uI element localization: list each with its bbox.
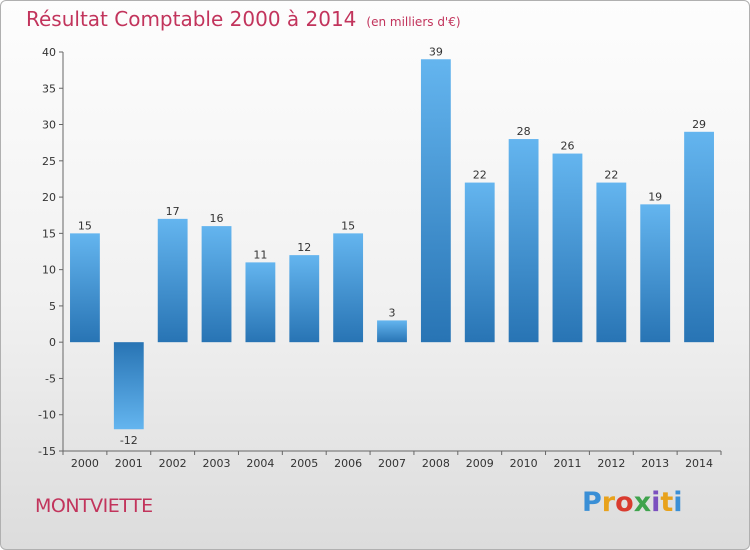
logo-letter: t: [660, 487, 674, 518]
y-tick-label: 15: [42, 227, 56, 240]
chart-title-text: Résultat Comptable 2000 à 2014: [26, 7, 357, 31]
town-name: MONTVIETTE: [35, 495, 153, 517]
bar: [420, 59, 451, 343]
logo-letter: i: [673, 487, 683, 518]
x-tick-label: 2004: [246, 457, 274, 470]
x-tick-label: 2013: [641, 457, 669, 470]
bar: [245, 262, 276, 343]
bar-value-label: 19: [648, 190, 662, 203]
y-tick-label: -10: [38, 409, 56, 422]
bar-value-label: 22: [473, 169, 487, 182]
bar: [333, 233, 364, 343]
bar: [113, 342, 144, 430]
bar: [157, 218, 188, 343]
bar-value-label: 16: [210, 212, 224, 225]
bar: [684, 131, 714, 343]
x-tick-label: 2005: [290, 457, 318, 470]
bar: [289, 255, 320, 343]
x-tick-label: 2009: [466, 457, 494, 470]
y-tick-label: 25: [42, 155, 56, 168]
y-tick-label: 0: [49, 336, 56, 349]
bar-value-label: -12: [120, 434, 138, 447]
logo-letter: x: [633, 487, 652, 518]
bar-value-label: 11: [253, 248, 267, 261]
bar: [508, 139, 539, 343]
bar-value-label: 26: [560, 140, 574, 153]
x-tick-label: 2012: [597, 457, 625, 470]
logo-letter: P: [582, 487, 602, 518]
x-tick-label: 2003: [203, 457, 231, 470]
x-tick-label: 2010: [510, 457, 538, 470]
x-tick-label: 2006: [334, 457, 362, 470]
bar-value-label: 15: [78, 219, 92, 232]
proxiti-logo: Proxiti: [582, 487, 683, 518]
x-tick-label: 2011: [553, 457, 581, 470]
y-tick-label: 35: [42, 82, 56, 95]
y-tick-label: 30: [42, 119, 56, 132]
bar-value-label: 22: [604, 169, 618, 182]
y-tick-label: 40: [42, 46, 56, 59]
x-tick-label: 2014: [685, 457, 713, 470]
chart-data-labels: 15 -12 17 16 11 12 15 3 39 22 28 26 22 19 29: [78, 45, 706, 447]
chart-bars: [70, 59, 714, 430]
chart-subtitle: (en milliers d'€): [366, 15, 461, 29]
chart-axes: -15 -10 -5 0 5 10 15 20 25 30 35 40 2000 2001 2002 2003…: [38, 46, 722, 470]
y-tick-label: -5: [45, 372, 56, 385]
logo-letter: i: [651, 487, 661, 518]
x-tick-label: 2008: [422, 457, 450, 470]
bar: [201, 226, 232, 343]
y-tick-label: 10: [42, 264, 56, 277]
bar-value-label: 17: [166, 205, 180, 218]
bar: [640, 204, 671, 343]
bar-value-label: 29: [692, 118, 706, 131]
x-tick-label: 2002: [159, 457, 187, 470]
bar-value-label: 28: [517, 125, 531, 138]
y-tick-label: 5: [49, 300, 56, 313]
y-tick-label: 20: [42, 191, 56, 204]
bar: [552, 153, 583, 343]
bar-value-label: 39: [429, 45, 443, 58]
bar-value-label: 15: [341, 219, 355, 232]
bar: [70, 233, 100, 343]
logo-letter: o: [615, 487, 634, 518]
logo-letter: r: [601, 487, 616, 518]
bar: [377, 320, 407, 343]
bar-value-label: 3: [389, 306, 396, 319]
x-tick-label: 2000: [71, 457, 99, 470]
bar: [464, 182, 495, 343]
bar: [596, 182, 627, 343]
x-tick-label: 2007: [378, 457, 406, 470]
chart-title: Résultat Comptable 2000 à 2014 (en millie…: [26, 7, 461, 31]
y-tick-label: -15: [38, 445, 56, 458]
x-tick-label: 2001: [115, 457, 143, 470]
bar-value-label: 12: [297, 241, 311, 254]
